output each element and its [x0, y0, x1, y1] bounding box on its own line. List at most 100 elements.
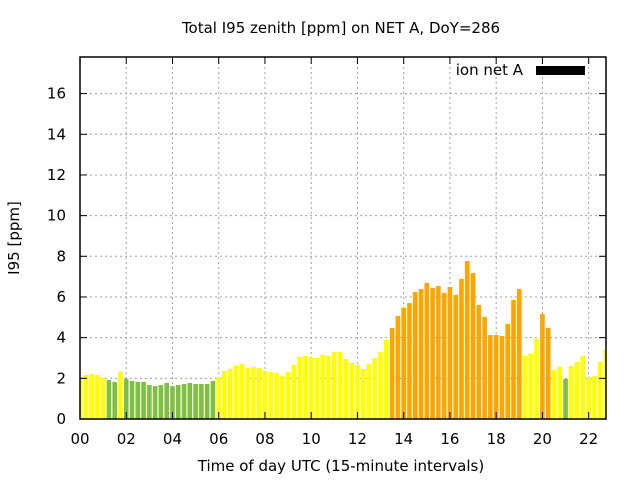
bar: [187, 383, 193, 419]
x-tick-label: 08: [255, 430, 274, 448]
x-tick-label: 10: [302, 430, 321, 448]
bar: [418, 289, 424, 419]
x-tick-label: 22: [579, 430, 598, 448]
bar: [135, 381, 141, 419]
bar: [603, 349, 606, 419]
chart-title: Total I95 zenith [ppm] on NET A, DoY=286: [181, 19, 500, 37]
bar: [447, 287, 453, 419]
y-tick-label: 8: [56, 247, 66, 265]
bar: [488, 335, 493, 419]
bar: [516, 289, 522, 419]
y-tick-label: 2: [56, 369, 66, 387]
x-axis-label: Time of day UTC (15-minute intervals): [197, 457, 484, 475]
bar: [569, 365, 574, 419]
bar: [233, 365, 239, 419]
bar: [268, 372, 274, 419]
bar: [262, 371, 268, 419]
bar: [424, 282, 430, 419]
bar: [597, 362, 603, 419]
bar: [389, 327, 395, 419]
bar: [430, 288, 435, 419]
bar: [216, 376, 222, 419]
bar: [401, 307, 407, 419]
legend-label: ion net A: [456, 61, 524, 79]
bar: [493, 335, 499, 419]
bar: [297, 356, 302, 419]
bar: [279, 376, 285, 419]
bar: [522, 355, 528, 419]
bar: [412, 291, 418, 419]
x-tick-labels: 00 02 04 06 08 10 12 14 16 18 20 22: [70, 430, 598, 448]
bar: [112, 381, 117, 419]
bar: [251, 366, 256, 419]
bar: [395, 315, 401, 419]
bar: [326, 355, 331, 419]
bar: [441, 292, 447, 419]
bar: [222, 371, 227, 419]
bar: [123, 378, 129, 419]
x-tick-label: 04: [163, 430, 182, 448]
bar: [534, 339, 539, 419]
bar: [175, 385, 181, 419]
bar: [199, 384, 204, 419]
bar: [80, 377, 83, 419]
bar: [147, 385, 152, 419]
bar: [181, 384, 187, 419]
legend-swatch: [536, 66, 585, 75]
bar: [204, 384, 210, 419]
bar: [308, 357, 314, 419]
bar: [482, 316, 487, 419]
bar: [100, 377, 106, 419]
bar: [476, 304, 482, 419]
bar: [303, 355, 308, 419]
bars: [80, 260, 606, 419]
bar: [464, 260, 470, 419]
bar: [256, 367, 262, 419]
bar: [83, 375, 89, 419]
bar: [332, 351, 337, 419]
bar: [557, 366, 563, 419]
y-tick-label: 6: [56, 288, 66, 306]
bar: [360, 368, 366, 419]
bar: [592, 376, 597, 419]
plot-frame: [79, 56, 607, 420]
bar: [545, 327, 551, 419]
bar: [378, 351, 383, 419]
y-tick-label: 12: [47, 166, 66, 184]
bar: [459, 278, 464, 419]
bar: [453, 294, 459, 419]
bar: [574, 362, 580, 419]
x-tick-label: 14: [394, 430, 413, 448]
bar: [436, 285, 441, 419]
bar: [372, 357, 378, 419]
y-tick-label: 14: [47, 125, 66, 143]
x-tick-label: 18: [487, 430, 506, 448]
bar: [407, 303, 412, 419]
bar: [164, 383, 170, 419]
bar: [505, 324, 511, 419]
bar: [586, 377, 591, 419]
bar: [193, 384, 198, 419]
bar: [563, 378, 568, 419]
bar: [118, 372, 123, 419]
y-tick-label: 10: [47, 207, 66, 225]
x-tick-label: 20: [533, 430, 552, 448]
bar: [320, 354, 326, 419]
x-tick-label: 00: [70, 430, 89, 448]
bar: [355, 364, 360, 419]
bar: [274, 373, 279, 419]
y-tick-label: 0: [56, 410, 66, 428]
bar: [366, 364, 372, 419]
x-tick-label: 12: [348, 430, 367, 448]
bar: [106, 379, 112, 419]
bar: [285, 372, 291, 419]
bar: [210, 380, 216, 419]
bar: [470, 272, 476, 419]
x-tick-label: 16: [440, 430, 459, 448]
bar: [528, 353, 534, 419]
bar: [314, 357, 320, 419]
bar: [239, 364, 245, 419]
bar: [540, 314, 545, 419]
bar: [384, 339, 389, 419]
